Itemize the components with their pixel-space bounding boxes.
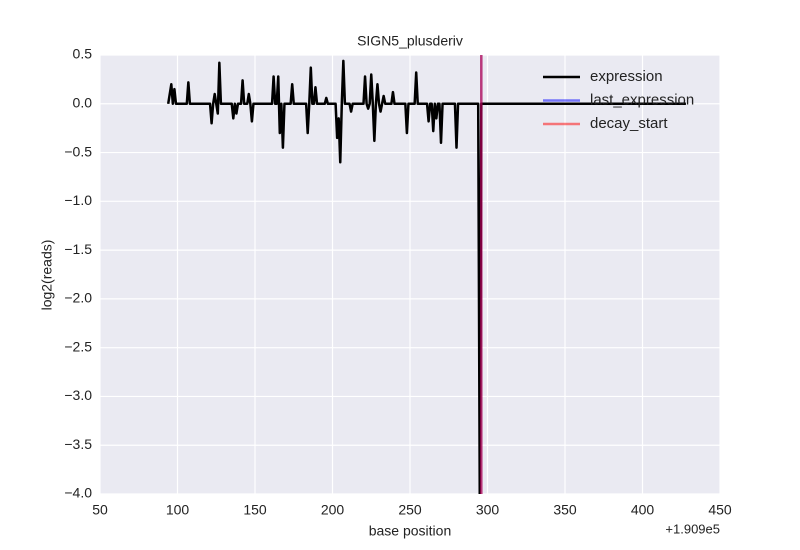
x-tick-label: 200 <box>321 502 345 518</box>
legend-label: expression <box>590 68 663 85</box>
x-axis-label: base position <box>369 523 452 539</box>
x-tick-label: 100 <box>166 502 190 518</box>
x-tick-label: 150 <box>243 502 267 518</box>
y-tick-label: −3.0 <box>64 387 92 403</box>
legend-label: last_expression <box>590 91 694 108</box>
x-tick-label: 400 <box>631 502 655 518</box>
y-tick-label: 0.0 <box>73 94 93 110</box>
y-axis-label: log2(reads) <box>39 240 55 311</box>
y-tick-label: −2.5 <box>64 338 92 354</box>
y-tick-label: −1.0 <box>64 192 92 208</box>
y-tick-label: −0.5 <box>64 143 92 159</box>
series-line <box>166 59 686 494</box>
x-tick-label: 250 <box>398 502 422 518</box>
y-tick-label: −1.5 <box>64 241 92 257</box>
y-tick-label: −4.0 <box>64 485 92 501</box>
y-tick-label: 0.5 <box>73 46 93 62</box>
chart-title: SIGN5_plusderiv <box>357 33 463 49</box>
x-tick-label: 450 <box>708 502 732 518</box>
x-offset-label: +1.909e5 <box>665 521 720 536</box>
legend-label: decay_start <box>590 115 668 132</box>
x-tick-label: 300 <box>476 502 500 518</box>
x-tick-label: 350 <box>553 502 577 518</box>
y-tick-label: −3.5 <box>64 436 92 452</box>
y-tick-label: −2.0 <box>64 290 92 306</box>
x-tick-label: 50 <box>92 502 108 518</box>
